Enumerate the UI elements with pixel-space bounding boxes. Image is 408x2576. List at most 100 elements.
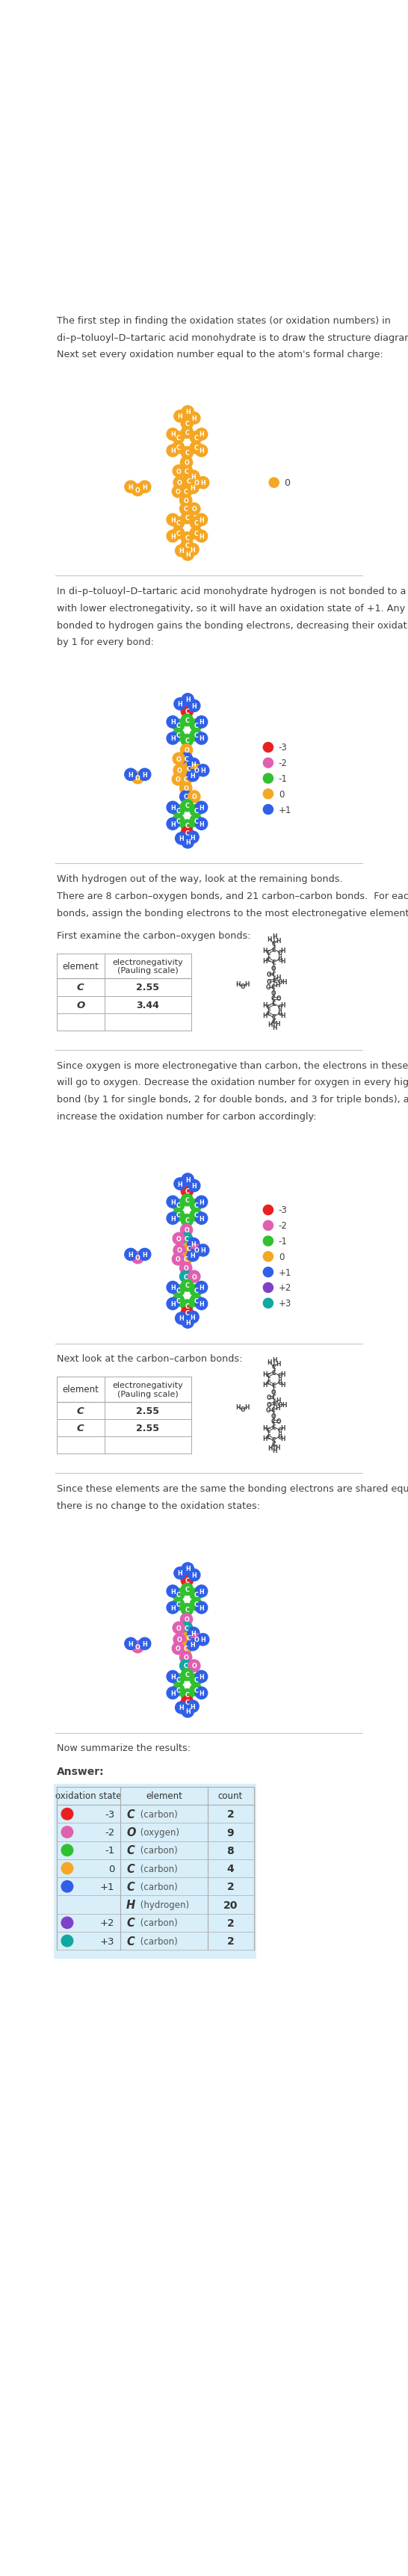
Text: C: C xyxy=(185,1692,189,1698)
Circle shape xyxy=(195,446,208,459)
Text: H: H xyxy=(272,933,277,940)
Text: (carbon): (carbon) xyxy=(138,1844,178,1855)
Circle shape xyxy=(188,791,200,804)
Text: C: C xyxy=(184,1257,188,1262)
Circle shape xyxy=(181,801,193,811)
Text: H: H xyxy=(190,484,195,492)
Circle shape xyxy=(62,1880,73,1893)
Circle shape xyxy=(181,1695,193,1708)
Circle shape xyxy=(180,752,193,765)
Text: H: H xyxy=(275,981,280,989)
Text: -2: -2 xyxy=(279,757,288,768)
Text: O: O xyxy=(277,1401,282,1409)
Text: C: C xyxy=(185,451,189,456)
Text: H: H xyxy=(190,1252,195,1260)
Text: H: H xyxy=(170,1605,175,1610)
Text: C: C xyxy=(272,1440,276,1448)
Text: C: C xyxy=(277,1010,282,1018)
Text: C: C xyxy=(277,1432,282,1440)
Circle shape xyxy=(181,706,193,719)
Text: C: C xyxy=(185,1607,189,1613)
Text: 0: 0 xyxy=(284,479,290,487)
Text: H: H xyxy=(262,1002,267,1010)
Circle shape xyxy=(62,1808,73,1819)
Text: C: C xyxy=(184,1646,188,1651)
Text: The first step in finding the oxidation states (or oxidation numbers) in: The first step in finding the oxidation … xyxy=(57,317,391,325)
Circle shape xyxy=(181,538,193,551)
Text: oxidation state: oxidation state xyxy=(55,1790,122,1801)
Text: C: C xyxy=(176,1288,180,1293)
Circle shape xyxy=(187,1239,200,1249)
Text: O: O xyxy=(266,984,271,992)
Circle shape xyxy=(180,1623,193,1633)
Text: C: C xyxy=(184,1625,188,1631)
Text: bonded to hydrogen gains the bonding electrons, decreasing their oxidation state: bonded to hydrogen gains the bonding ele… xyxy=(57,621,408,631)
Text: increase the oxidation number for carbon accordingly:: increase the oxidation number for carbon… xyxy=(57,1113,317,1121)
Text: C: C xyxy=(186,479,191,484)
Text: C: C xyxy=(176,531,180,536)
Text: H: H xyxy=(142,1252,147,1257)
Text: H: H xyxy=(281,1425,286,1432)
Text: C: C xyxy=(185,515,189,523)
Circle shape xyxy=(180,456,193,469)
Text: O: O xyxy=(267,979,272,984)
Text: -3: -3 xyxy=(279,742,287,752)
Circle shape xyxy=(172,528,184,538)
Text: H: H xyxy=(199,1285,204,1291)
Text: C: C xyxy=(126,1917,134,1929)
Text: C: C xyxy=(186,1244,191,1252)
Text: H: H xyxy=(191,474,196,479)
Circle shape xyxy=(187,544,199,556)
Text: H: H xyxy=(200,1247,206,1255)
Text: C: C xyxy=(184,489,188,495)
Text: C: C xyxy=(176,817,180,824)
Circle shape xyxy=(190,443,202,453)
Text: C: C xyxy=(194,446,198,451)
Circle shape xyxy=(191,1633,203,1646)
Text: 0: 0 xyxy=(279,1252,284,1262)
Circle shape xyxy=(173,1234,185,1244)
Circle shape xyxy=(180,1659,192,1672)
Circle shape xyxy=(195,1213,208,1224)
Text: H: H xyxy=(170,1690,175,1698)
Text: C: C xyxy=(273,1401,277,1406)
Circle shape xyxy=(190,1600,202,1610)
Text: O: O xyxy=(184,459,189,466)
Text: C: C xyxy=(176,732,180,739)
Circle shape xyxy=(187,832,199,842)
Circle shape xyxy=(181,513,193,526)
Text: H: H xyxy=(142,773,147,778)
Circle shape xyxy=(167,1687,179,1700)
Circle shape xyxy=(181,1301,193,1311)
Text: H: H xyxy=(200,1636,206,1643)
Text: H: H xyxy=(190,1314,195,1321)
Text: H: H xyxy=(199,430,204,438)
Bar xyxy=(57,1419,191,1437)
Text: C: C xyxy=(126,1862,134,1875)
Circle shape xyxy=(195,1195,208,1208)
Text: O: O xyxy=(276,994,281,1002)
Circle shape xyxy=(188,1659,200,1672)
Text: H: H xyxy=(262,1381,267,1388)
Text: 3.44: 3.44 xyxy=(136,999,159,1010)
Text: O: O xyxy=(176,489,181,495)
Text: O: O xyxy=(194,768,199,775)
Circle shape xyxy=(195,1584,208,1597)
Text: C: C xyxy=(185,420,189,428)
Circle shape xyxy=(124,482,137,495)
Circle shape xyxy=(132,1252,144,1265)
Text: C: C xyxy=(272,945,276,953)
Circle shape xyxy=(180,1255,192,1265)
Circle shape xyxy=(175,832,187,845)
Text: Since these elements are the same the bonding electrons are shared equally, and: Since these elements are the same the bo… xyxy=(57,1484,408,1494)
Text: element: element xyxy=(62,961,99,971)
Circle shape xyxy=(181,448,193,459)
Text: H: H xyxy=(199,448,204,453)
Text: 20: 20 xyxy=(223,1899,238,1909)
Circle shape xyxy=(263,773,273,783)
Text: H: H xyxy=(179,835,184,842)
Circle shape xyxy=(190,814,202,827)
Circle shape xyxy=(187,482,199,495)
Circle shape xyxy=(181,1584,193,1595)
Text: C: C xyxy=(185,1698,189,1705)
